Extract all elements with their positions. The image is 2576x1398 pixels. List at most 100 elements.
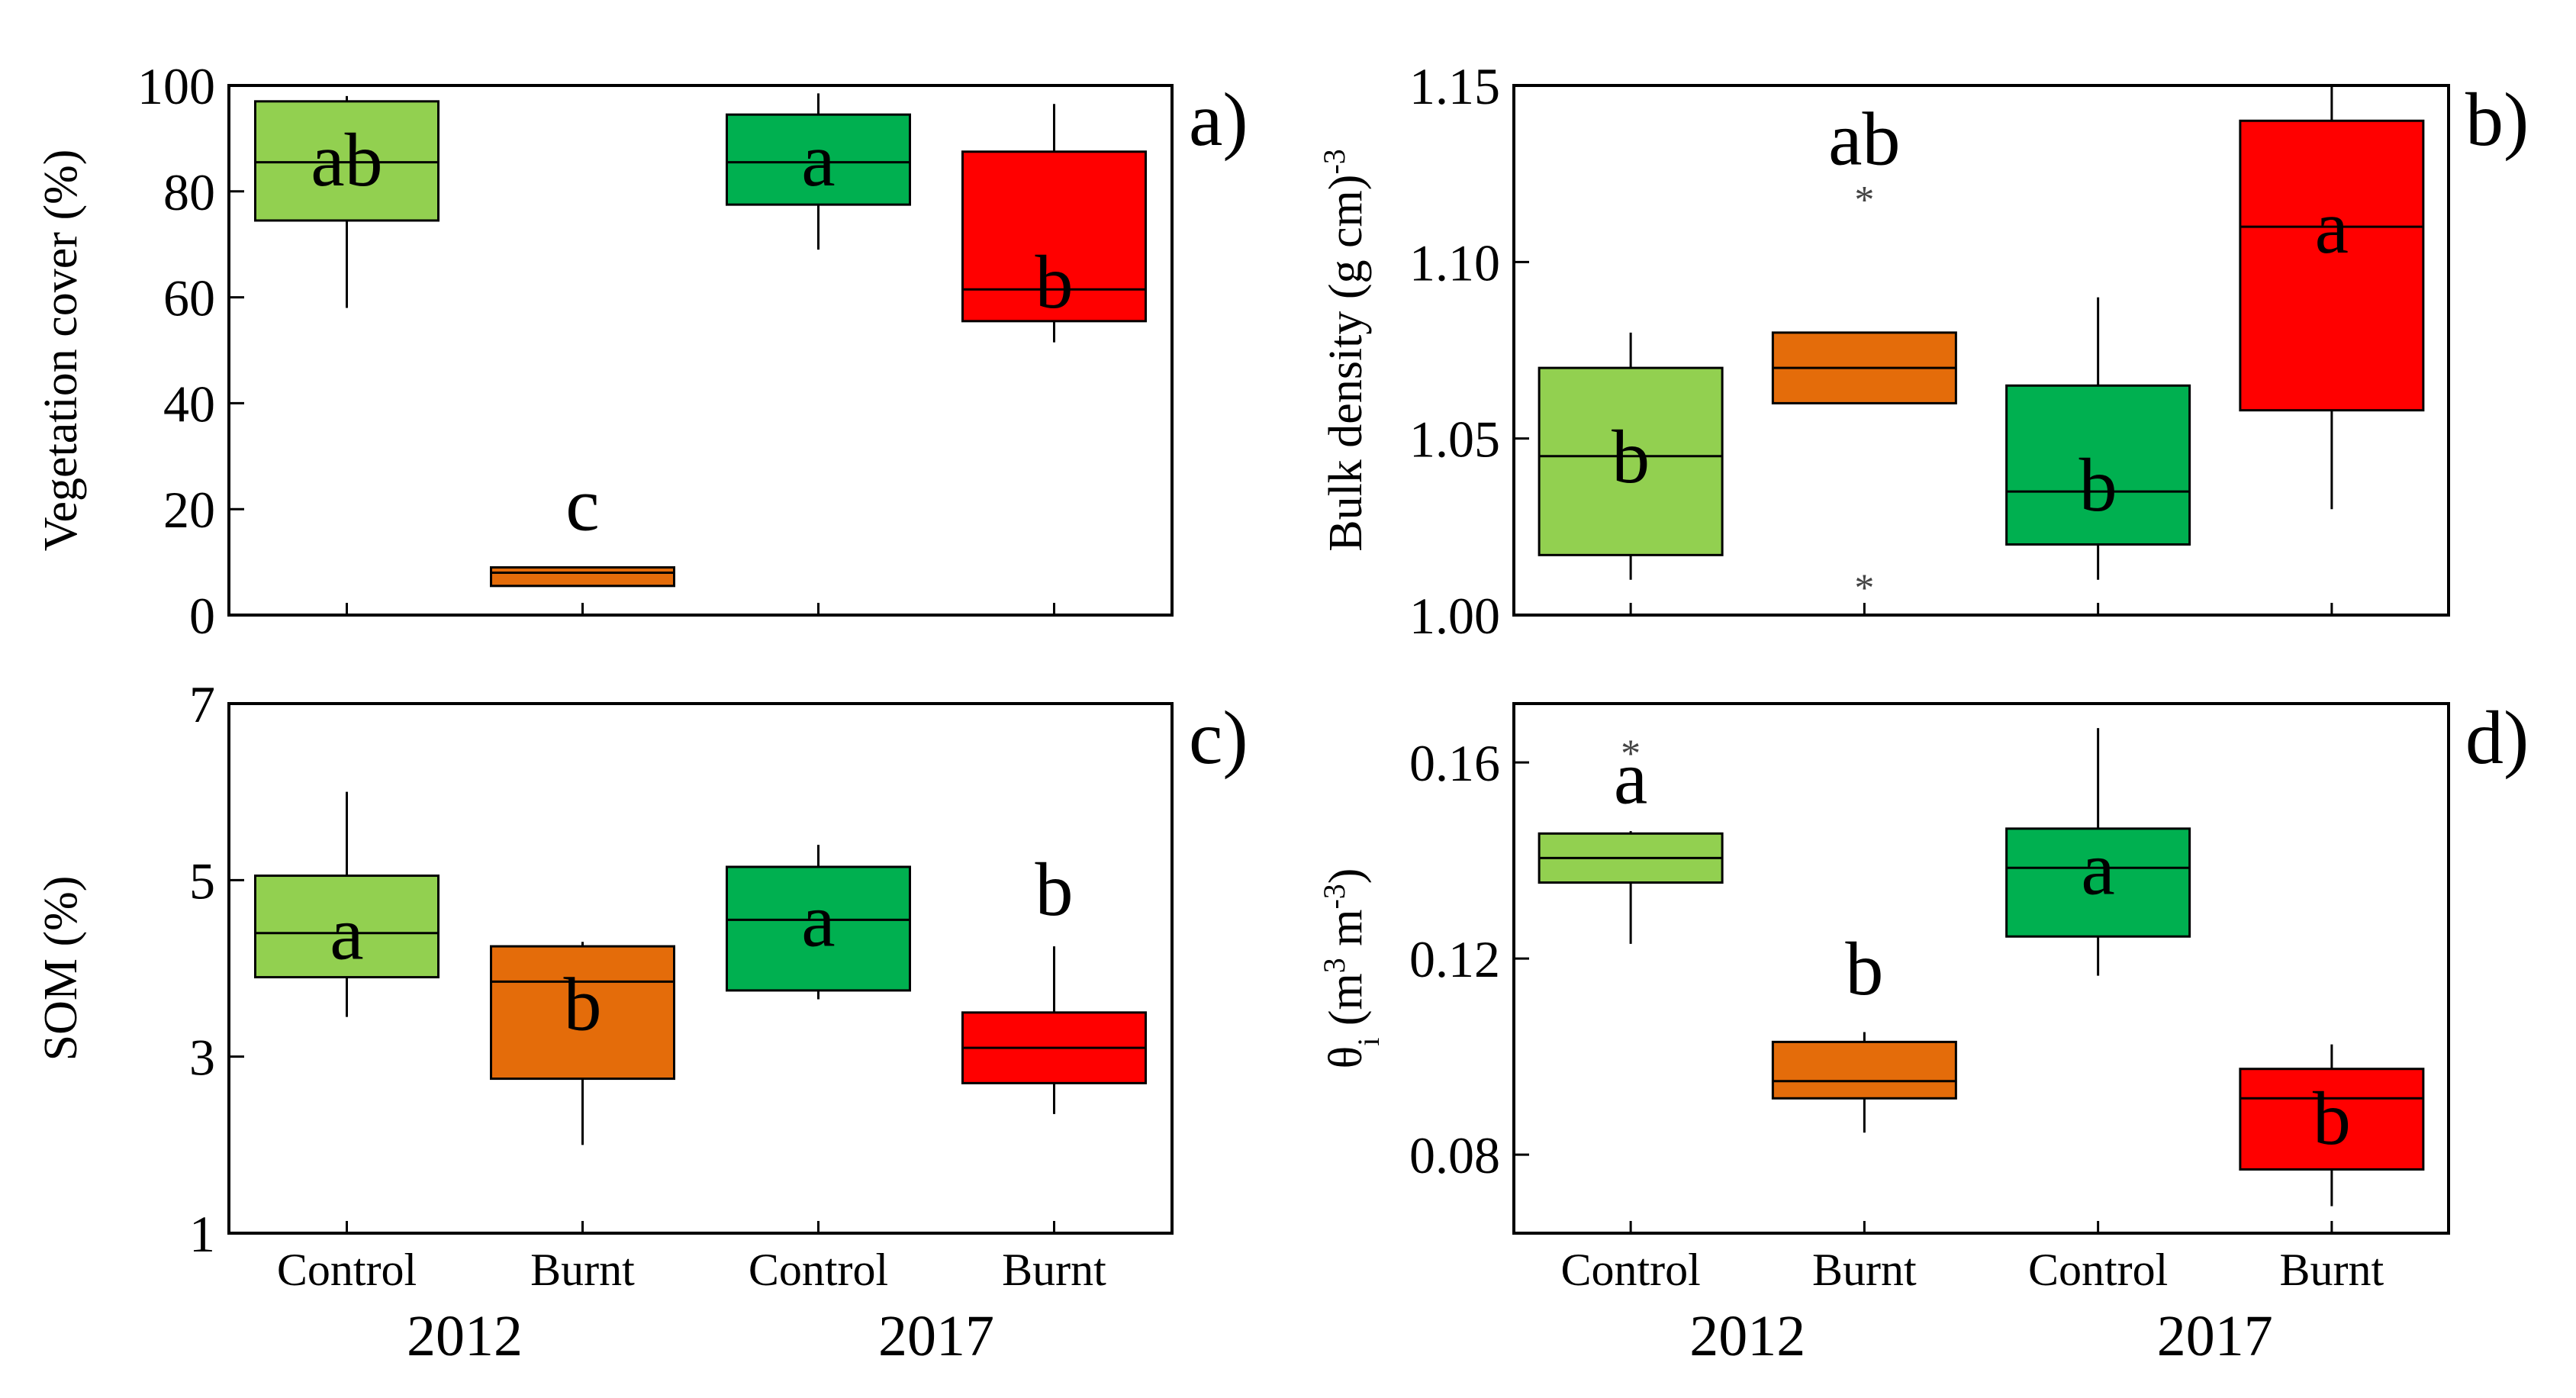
box-3: b <box>2239 1044 2425 1233</box>
year-group-label: 2017 <box>2157 1304 2273 1368</box>
plot-frame <box>227 84 1174 617</box>
box-2: a <box>2005 728 2191 1233</box>
box-1: c <box>490 462 675 615</box>
y-axis-label-part: 3 <box>1317 958 1351 973</box>
y-axis-label-part: i <box>1351 1038 1386 1046</box>
y-tick-label: 1 <box>189 1205 215 1263</box>
panel-label: b) <box>2465 77 2529 162</box>
y-tick-label: 0 <box>189 587 215 645</box>
year-group-label: 2012 <box>1689 1304 1805 1368</box>
y-axis-label-part: SOM (%) <box>35 876 87 1061</box>
outlier-marker: * <box>1621 733 1641 776</box>
box-3: b <box>961 104 1147 615</box>
significance-letter: b <box>2079 443 2117 527</box>
y-tick-label: 0.08 <box>1409 1126 1500 1184</box>
y-tick-label: 100 <box>137 57 215 115</box>
box-body <box>1538 366 1724 556</box>
box-body <box>2239 1068 2425 1171</box>
y-axis-label: θi (m3 m-3) <box>1317 868 1386 1069</box>
box-2: a <box>726 845 911 1233</box>
box-0: *a <box>1538 733 1724 1233</box>
box-body <box>490 945 675 1081</box>
box-body <box>1771 1040 1957 1100</box>
plot-frame <box>227 702 1174 1235</box>
y-tick-label: 3 <box>189 1029 215 1087</box>
category-label: Burnt <box>1002 1245 1106 1295</box>
panel-label: d) <box>2465 695 2529 780</box>
y-tick-label: 1.15 <box>1409 57 1500 115</box>
category-label: Control <box>277 1245 417 1295</box>
box-body <box>2005 827 2191 938</box>
box-3: b <box>961 847 1147 1233</box>
plot-frame <box>1512 84 2450 617</box>
box-body <box>961 150 1147 323</box>
significance-letter: ab <box>311 118 382 202</box>
y-axis-label-part: Vegetation cover (%) <box>35 150 87 552</box>
box-2: a <box>726 93 911 615</box>
category-label: Control <box>1560 1245 1700 1295</box>
significance-letter: b <box>1035 847 1074 932</box>
y-tick-label: 20 <box>163 481 215 539</box>
significance-letter: a <box>2315 185 2349 269</box>
y-tick-label: 40 <box>163 375 215 433</box>
significance-letter: a <box>2081 826 2114 910</box>
box-0: b <box>1538 332 1724 615</box>
box-3: a <box>2239 85 2425 615</box>
y-tick-label: 0.12 <box>1409 930 1500 988</box>
y-tick-label: 1.00 <box>1409 587 1500 645</box>
box-body <box>254 875 440 979</box>
y-tick-label: 0.16 <box>1409 734 1500 792</box>
significance-letter: b <box>2313 1076 2351 1161</box>
y-axis-label: SOM (%) <box>35 876 87 1061</box>
category-label: Burnt <box>2280 1245 2384 1295</box>
y-axis-label-part: m <box>1320 910 1372 958</box>
outlier-marker: * <box>1854 179 1874 222</box>
y-axis-label: Bulk density (g cm)-3 <box>1317 149 1373 552</box>
category-label: Burnt <box>1812 1245 1917 1295</box>
box-body <box>2005 384 2191 546</box>
panel-label: c) <box>1189 695 1248 780</box>
box-body <box>490 566 675 588</box>
y-axis-label-part: Bulk density (g cm <box>1320 190 1372 552</box>
box-0: ab <box>254 95 440 615</box>
significance-letter: b <box>1035 240 1074 324</box>
plot-frame <box>1512 702 2450 1235</box>
box-body <box>254 100 440 222</box>
box-body <box>726 865 911 992</box>
category-label: Control <box>749 1245 888 1295</box>
y-axis-label-part: ) <box>1320 868 1372 884</box>
box-1: b <box>1771 926 1957 1233</box>
box-body <box>2239 119 2425 412</box>
y-tick-label: 7 <box>189 675 215 733</box>
significance-letter: c <box>565 462 599 546</box>
significance-letter: a <box>801 118 835 202</box>
y-tick-label: 5 <box>189 852 215 910</box>
y-axis-label-part: θ <box>1320 1046 1372 1069</box>
significance-letter: a <box>1614 735 1647 820</box>
y-axis-label-part: (m <box>1320 973 1372 1037</box>
year-group-label: 2012 <box>407 1304 523 1368</box>
significance-letter: b <box>1845 926 1883 1011</box>
box-body <box>726 113 911 206</box>
significance-letter: ab <box>1828 96 1900 181</box>
chart-panel-c: 1 3 5 7 a b a b c) SOM (%) Control Burnt Control Burn… <box>35 675 1248 1368</box>
y-tick-label: 60 <box>163 269 215 327</box>
y-axis-label-part: -3 <box>1317 149 1351 174</box>
box-1: **ab <box>1771 96 1957 615</box>
box-0: a <box>254 791 440 1233</box>
y-axis-label-part: ) <box>1320 175 1372 191</box>
box-1: b <box>490 942 675 1233</box>
significance-letter: b <box>564 962 602 1046</box>
y-tick-label: 80 <box>163 163 215 221</box>
year-group-label: 2017 <box>878 1304 994 1368</box>
y-tick-label: 1.10 <box>1409 234 1500 292</box>
y-axis-label-part: -3 <box>1317 884 1351 909</box>
category-label: Burnt <box>530 1245 635 1295</box>
category-label: Control <box>2028 1245 2168 1295</box>
y-axis-label: Vegetation cover (%) <box>35 150 87 552</box>
